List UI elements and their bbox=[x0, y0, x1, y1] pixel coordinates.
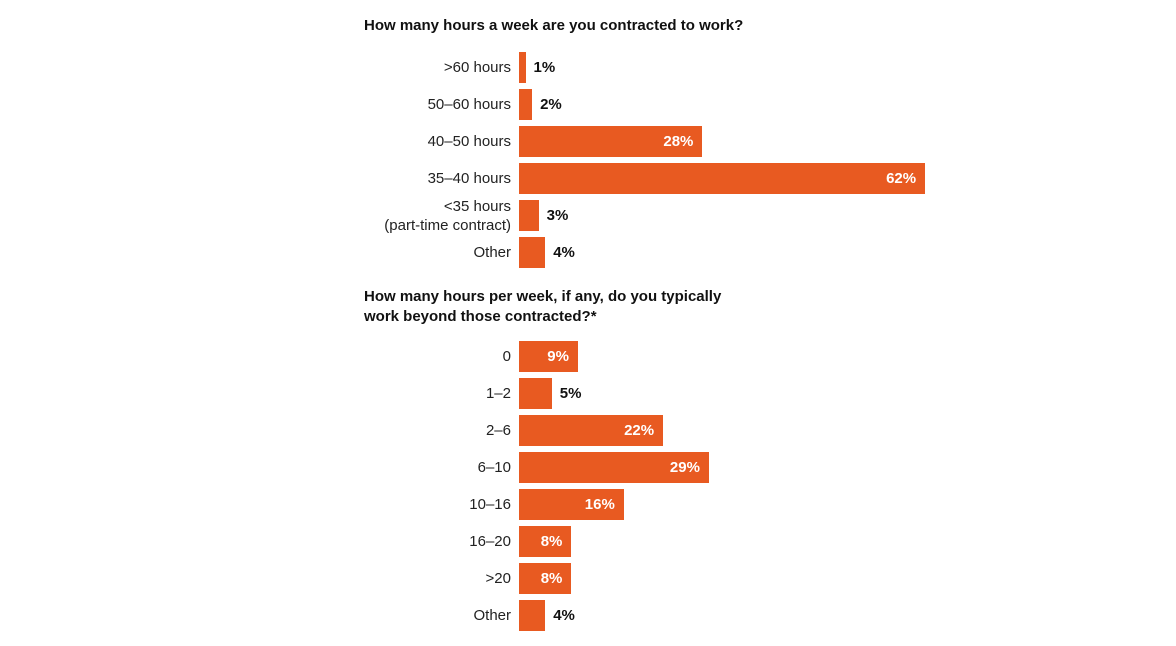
chart-title-contracted-hours: How many hours a week are you contracted… bbox=[364, 17, 744, 34]
data-label: 62% bbox=[886, 170, 917, 187]
bar bbox=[519, 89, 533, 120]
category-label: >20 bbox=[485, 570, 511, 587]
bar bbox=[519, 341, 578, 372]
data-label: 29% bbox=[669, 459, 700, 476]
bar bbox=[519, 415, 664, 446]
category-label: 2–6 bbox=[485, 422, 511, 439]
category-label: 35–40 hours bbox=[427, 170, 511, 187]
data-label: 1% bbox=[533, 59, 556, 76]
category-label: 0 bbox=[502, 348, 511, 365]
category-label: 16–20 bbox=[469, 533, 511, 550]
data-label: 4% bbox=[553, 244, 575, 261]
bar bbox=[519, 526, 572, 557]
category-label: 40–50 hours bbox=[427, 133, 511, 150]
category-label: 6–10 bbox=[477, 459, 511, 476]
bar bbox=[519, 163, 926, 194]
bar-row: 1–2 5% bbox=[0, 378, 1176, 409]
bar bbox=[519, 452, 709, 483]
bar bbox=[519, 237, 546, 268]
bar-row: 0 9% bbox=[0, 341, 1176, 372]
bar-row: <35 hours (part-time contract) 3% bbox=[0, 197, 1176, 234]
category-label: 10–16 bbox=[469, 496, 511, 513]
bar bbox=[519, 126, 703, 157]
bar-row: >60 hours 1% bbox=[0, 52, 1176, 83]
bar-row: 40–50 hours 28% bbox=[0, 126, 1176, 157]
data-label: 16% bbox=[584, 496, 615, 513]
category-label: 1–2 bbox=[485, 385, 511, 402]
bar-row: 2–6 22% bbox=[0, 415, 1176, 446]
bar-row: Other 4% bbox=[0, 237, 1176, 268]
data-label: 9% bbox=[547, 348, 569, 365]
bar-row: 16–20 8% bbox=[0, 526, 1176, 557]
category-label: >60 hours bbox=[443, 59, 511, 76]
bar-row: 10–16 16% bbox=[0, 489, 1176, 520]
chart-title-extra-hours: How many hours per week, if any, do you … bbox=[364, 288, 722, 325]
bar bbox=[519, 489, 624, 520]
category-label: <35 hours (part-time contract) bbox=[384, 197, 511, 234]
data-label: 8% bbox=[540, 533, 563, 550]
bar-row: 50–60 hours 2% bbox=[0, 89, 1176, 120]
data-label: 3% bbox=[546, 207, 569, 224]
data-label: 22% bbox=[624, 422, 655, 439]
bar-row: >20 8% bbox=[0, 563, 1176, 594]
bar bbox=[519, 563, 572, 594]
bar bbox=[519, 378, 552, 409]
data-label: 5% bbox=[559, 385, 582, 402]
data-label: 28% bbox=[663, 133, 694, 150]
category-label: Other bbox=[473, 607, 511, 624]
data-label: 8% bbox=[540, 570, 563, 587]
data-label: 2% bbox=[540, 96, 562, 113]
bar-row: Other 4% bbox=[0, 600, 1176, 631]
category-label: Other bbox=[473, 244, 511, 261]
data-label: 4% bbox=[553, 607, 575, 624]
category-label: 50–60 hours bbox=[427, 96, 511, 113]
bar-row: 35–40 hours 62% bbox=[0, 163, 1176, 194]
bar bbox=[519, 52, 526, 83]
bar bbox=[519, 200, 539, 231]
bar-row: 6–10 29% bbox=[0, 452, 1176, 483]
bar bbox=[519, 600, 546, 631]
